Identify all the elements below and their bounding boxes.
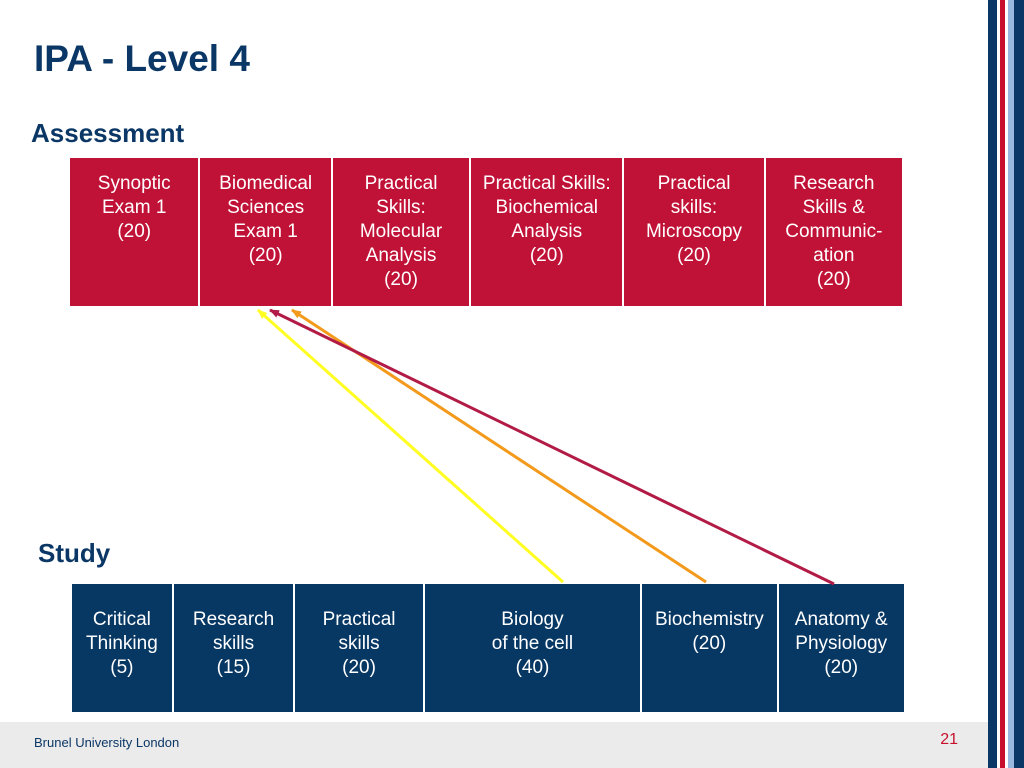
study-row: Critical Thinking (5) Research skills (1…	[72, 584, 904, 712]
stripe-navy-2	[1014, 0, 1024, 768]
arrow-anatomy-to-bms-exam	[269, 308, 835, 586]
stripe-red	[1000, 0, 1005, 768]
assessment-box-label: Practical Skills: Biochemical Analysis (…	[482, 173, 611, 266]
study-box-label: Practical skills (20)	[322, 609, 396, 678]
study-label: Study	[38, 538, 111, 568]
study-box: Critical Thinking (5)	[72, 584, 174, 712]
study-box: Biology of the cell (40)	[424, 584, 643, 712]
assessment-box-label: Research Skills & Communic- ation (20)	[785, 173, 883, 290]
side-stripes	[988, 0, 1024, 768]
assessment-box-label: Biomedical Sciences Exam 1 (20)	[219, 173, 313, 266]
slide-title: IPA - Level 4	[34, 38, 250, 79]
stripe-light-blue	[1008, 0, 1014, 768]
assessment-box-label: Practical skills: Microscopy (20)	[645, 173, 743, 266]
assessment-box-label: Synoptic Exam 1 (20)	[97, 173, 171, 242]
assessment-box: Practical Skills: Biochemical Analysis (…	[471, 158, 625, 306]
study-box-label: Anatomy & Physiology (20)	[794, 609, 888, 678]
study-box: Research skills (15)	[173, 584, 296, 712]
study-box: Biochemistry (20)	[642, 584, 779, 712]
stripe-navy-1	[988, 0, 997, 768]
assessment-box-label: Practical Skills: Molecular Analysis (20…	[359, 173, 443, 290]
assessment-label: Assessment	[31, 118, 185, 148]
footer-university: Brunel University London	[34, 735, 180, 750]
assessment-row: Synoptic Exam 1 (20) Biomedical Sciences…	[70, 158, 902, 306]
study-box-label: Biology of the cell (40)	[491, 609, 574, 678]
stripe-white-2	[1005, 0, 1008, 768]
page-number: 21	[940, 731, 958, 748]
assessment-box: Research Skills & Communic- ation (20)	[765, 158, 902, 306]
footer-bar: Brunel University London 21	[0, 722, 988, 768]
assessment-box: Biomedical Sciences Exam 1 (20)	[200, 158, 333, 306]
study-box: Anatomy & Physiology (20)	[778, 584, 904, 712]
study-box-label: Research skills (15)	[192, 609, 275, 678]
assessment-box: Synoptic Exam 1 (20)	[70, 158, 201, 306]
study-box-label: Critical Thinking (5)	[85, 609, 158, 678]
assessment-box: Practical skills: Microscopy (20)	[624, 158, 766, 306]
arrow-biology-to-bms-exam	[257, 308, 564, 584]
stripe-white-1	[997, 0, 1000, 768]
assessment-box: Practical Skills: Molecular Analysis (20…	[332, 158, 472, 306]
study-box: Practical skills (20)	[295, 584, 425, 712]
study-box-label: Biochemistry (20)	[654, 609, 764, 654]
